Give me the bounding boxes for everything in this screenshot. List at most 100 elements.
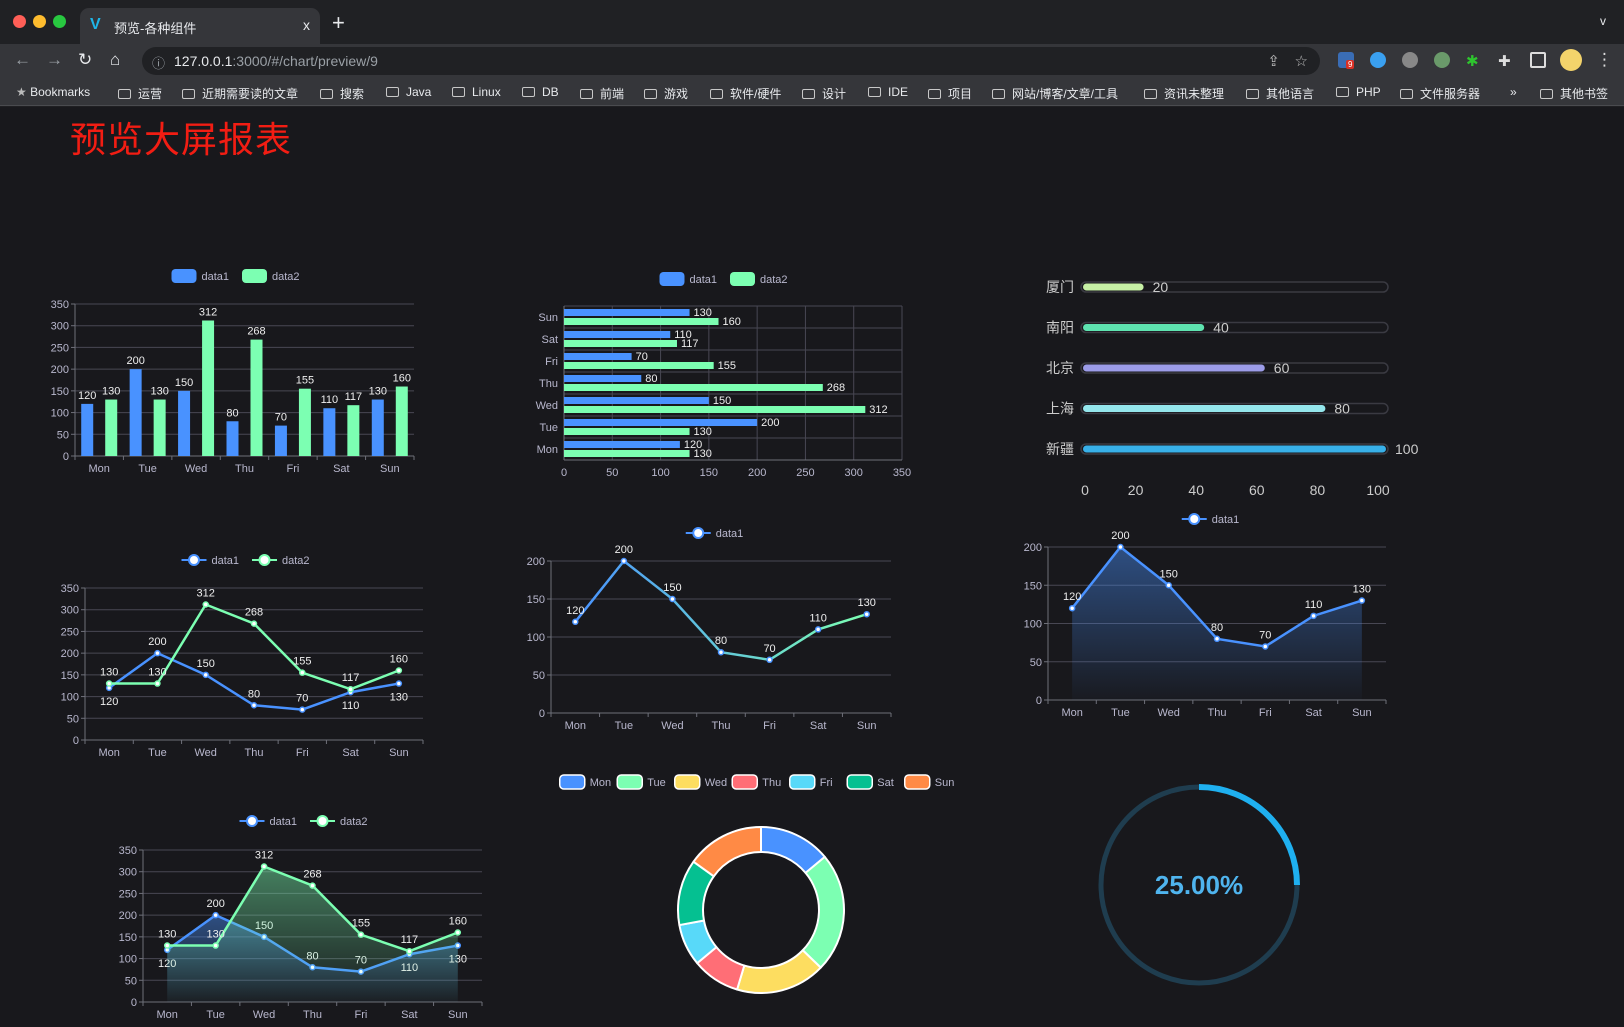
data-label: 117 [401,934,419,946]
bookmark-folder[interactable]: IDE [868,85,908,99]
tab-close-icon[interactable]: x [303,17,310,33]
x-tick-label: Fri [355,1009,368,1021]
legend-item[interactable]: Sun [904,774,955,790]
legend-item[interactable]: Fri [789,774,833,790]
point-marker [1068,604,1076,612]
point-marker [347,685,354,693]
profile-avatar[interactable] [1560,49,1582,71]
data-label: 160 [449,916,467,928]
y-tick-label: 0 [1036,695,1042,707]
back-icon[interactable]: ← [14,50,31,69]
bookmark-folder[interactable]: 其他语言 [1246,85,1314,102]
extensions-puzzle-icon[interactable]: ✚ [1498,53,1511,70]
legend-label: data2 [282,555,310,567]
maximize-window-button[interactable] [53,15,66,28]
reload-icon[interactable]: ↻ [78,50,93,69]
bookmark-folder[interactable]: 前端 [580,85,624,102]
donut-slice-Tue[interactable] [801,855,845,969]
extension-gear-icon[interactable] [1402,52,1418,68]
address-bar[interactable]: ⓘ 127.0.0.1:3000/#/chart/preview/9 ⇪ ☆ [142,47,1320,75]
data-label: 120 [78,390,96,402]
point-marker [212,911,219,919]
x-tick-label: Fri [763,720,776,732]
bookmark-folder[interactable]: 项目 [928,85,972,102]
point-marker [202,601,209,608]
city-label: 新疆 [1046,441,1074,457]
legend-item[interactable]: data1 [171,269,230,283]
data-label: 130 [148,667,166,679]
bookmark-star-icon[interactable]: ☆ [1294,53,1308,70]
bookmark-folder[interactable]: 运营 [118,85,162,102]
legend-item[interactable]: Tue [616,774,666,790]
forward-icon[interactable]: → [46,50,63,69]
bookmark-folder[interactable]: PHP [1336,85,1381,99]
tab-search-chevron-icon[interactable]: v [1600,14,1606,28]
data-label: 130 [369,386,387,398]
point-marker [1358,597,1366,604]
close-window-button[interactable] [13,15,26,28]
bookmark-label: PHP [1356,85,1381,99]
legend-swatch-icon [659,272,685,286]
legend-item[interactable]: data1 [659,272,718,286]
bookmark-folder[interactable]: Linux [452,85,501,99]
bookmarks-overflow-button[interactable]: » [1510,85,1517,99]
legend-item[interactable]: data1 [181,554,240,567]
site-info-icon[interactable]: ⓘ [152,56,166,71]
menu-kebab-icon[interactable]: ⋮ [1596,50,1613,69]
legend-item[interactable]: data2 [252,554,310,567]
data-label: 130 [100,667,118,679]
side-panel-icon[interactable] [1530,52,1546,68]
extension-diamond-icon[interactable] [1370,52,1386,68]
point-marker [620,557,628,565]
y-tick-label: 250 [51,342,69,354]
data-label: 120 [1063,591,1081,603]
home-icon[interactable]: ⌂ [110,50,121,69]
legend-item[interactable]: data1 [239,815,298,828]
y-tick-label: Fri [545,356,558,368]
bookmark-folder[interactable]: 近期需要读的文章 [182,85,298,102]
new-tab-button[interactable]: + [332,10,345,35]
bookmark-folder[interactable]: 设计 [802,85,846,102]
extension-circle-icon[interactable] [1434,52,1450,68]
browser-tab[interactable]: V 预览-各种组件 x [80,8,320,44]
x-tick-label: Mon [157,1009,178,1021]
legend-item[interactable]: data1 [1181,513,1240,526]
bookmark-folder[interactable]: 搜索 [320,85,364,102]
extension-icon[interactable]: 9 [1338,52,1355,69]
bookmark-label: 其他语言 [1266,87,1315,101]
bookmark-folder[interactable]: DB [522,85,559,99]
bookmark-folder[interactable]: 资讯未整理 [1144,85,1224,102]
legend-item[interactable]: data2 [242,269,300,283]
y-tick-label: 100 [61,692,79,704]
donut-slice-Sun[interactable] [692,826,762,878]
progress-fill [1083,324,1205,331]
x-tick-label: 100 [1366,482,1390,498]
legend-item[interactable]: Thu [731,774,781,790]
bookmark-folder[interactable]: 软件/硬件 [710,85,781,102]
data-label: 155 [718,360,736,372]
bookmark-folder[interactable]: 游戏 [644,85,688,102]
bookmark-label: Bookmarks [30,85,91,99]
minimize-window-button[interactable] [33,15,46,28]
extension-vue-devtools-icon[interactable]: ✱ [1466,53,1479,70]
share-icon[interactable]: ⇪ [1267,53,1280,70]
legend-item[interactable]: data2 [730,272,788,286]
legend-item[interactable]: data1 [685,527,744,540]
legend-item[interactable]: Sat [846,774,894,790]
y-tick-label: 100 [51,408,69,420]
x-tick-label: Sat [333,463,350,475]
legend-item[interactable]: Mon [559,774,611,790]
y-tick-label: 0 [539,708,545,720]
bookmark-folder[interactable]: 文件服务器 [1400,85,1480,102]
x-tick-label: 200 [748,467,766,479]
url-host: 127.0.0.1 [174,53,233,69]
legend-item[interactable]: Wed [674,774,727,790]
donut-slice-Wed[interactable] [736,949,822,994]
legend-item[interactable]: data2 [310,815,368,828]
data-label: 70 [1259,629,1271,641]
bookmark-folder[interactable]: Java [386,85,431,99]
x-tick-label: 20 [1128,482,1144,498]
bookmark-folder[interactable]: 网站/博客/文章/工具 [992,85,1118,102]
bookmarks-menu[interactable]: ★ Bookmarks [16,85,90,99]
other-bookmarks-folder[interactable]: 其他书签 [1540,85,1608,102]
